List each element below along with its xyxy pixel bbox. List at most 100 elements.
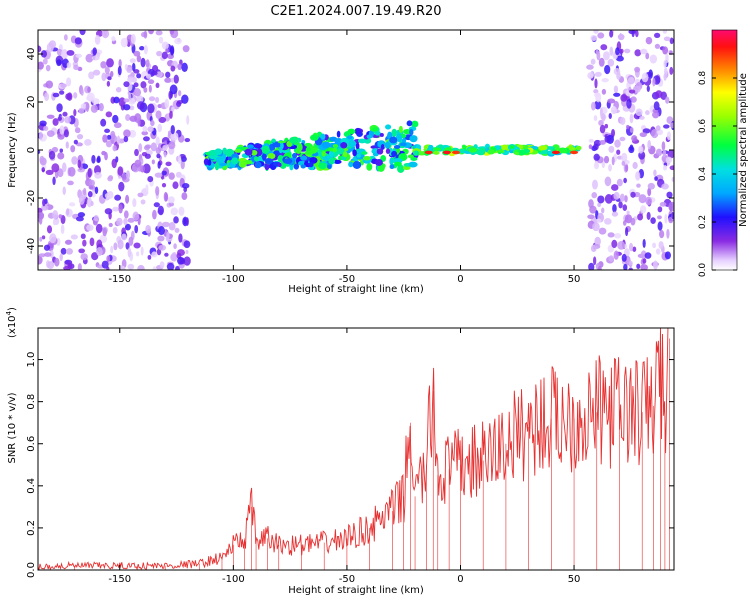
heatmap-cell: [62, 186, 66, 195]
heatmap-cell: [173, 74, 179, 84]
heatmap-cell: [612, 203, 617, 213]
heatmap-cell: [45, 80, 54, 89]
heatmap-cell: [623, 263, 628, 270]
heatmap-cell: [143, 30, 148, 39]
heatmap-cell: [41, 235, 46, 240]
heatmap-cell: [602, 51, 610, 61]
heatmap-cell: [106, 255, 111, 263]
heatmap-cell: [130, 33, 136, 44]
heatmap-cell: [321, 141, 331, 149]
heatmap-cell: [613, 191, 620, 200]
heatmap-cell: [74, 37, 82, 45]
heatmap-cell: [140, 57, 146, 68]
heatmap-cell: [273, 150, 281, 156]
heatmap-cell: [622, 220, 627, 226]
heatmap-cell: [133, 50, 141, 57]
heatmap-cell: [166, 231, 170, 240]
heatmap-cell: [169, 84, 178, 95]
heatmap-cell: [628, 146, 635, 154]
heatmap-cell: [124, 223, 131, 231]
heatmap-cell: [665, 96, 670, 104]
heatmap-cell: [487, 149, 495, 155]
heatmap-cell: [104, 66, 110, 75]
heatmap-cell: [167, 196, 175, 204]
heatmap-cell: [87, 168, 92, 178]
heatmap-cell: [663, 73, 667, 81]
heatmap-cell: [631, 135, 638, 142]
heatmap-cell: [617, 241, 626, 250]
heatmap-cell: [38, 215, 43, 225]
heatmap-cell: [428, 144, 434, 150]
heatmap-cell: [261, 153, 267, 161]
heatmap-cell: [586, 64, 594, 70]
heatmap-cell: [155, 186, 160, 196]
heatmap-cell: [514, 151, 520, 155]
snr-x-tick-label: 50: [568, 574, 581, 585]
heatmap-cell: [393, 158, 403, 164]
heatmap-cell: [592, 143, 599, 151]
heatmap-cell: [626, 210, 630, 215]
heatmap-cell: [222, 147, 228, 155]
heatmap-cell: [609, 46, 614, 56]
heatmap-cell: [650, 217, 656, 224]
heatmap-cell: [70, 145, 76, 153]
heatmap-cell: [600, 44, 608, 51]
heatmap-cell: [123, 104, 131, 111]
heatmap-cell: [168, 172, 175, 180]
heatmap-cell: [49, 250, 54, 259]
heatmap-cell: [49, 233, 57, 244]
heatmap-cell: [318, 162, 328, 170]
heatmap-cell: [399, 142, 407, 147]
heatmap-cell: [630, 191, 636, 198]
heatmap-cell: [39, 155, 45, 164]
heatmap-cell: [591, 192, 598, 199]
heatmap-cell: [54, 257, 60, 267]
heatmap-cell: [51, 146, 59, 153]
heatmap-cell: [662, 149, 667, 157]
heatmap-cell: [46, 225, 53, 234]
heatmap-cell: [98, 103, 104, 112]
heatmap-region-ionization-band: [203, 120, 419, 173]
heatmap-cell: [637, 213, 644, 221]
heatmap-x-tick-label: -100: [222, 274, 245, 285]
heatmap-cell: [104, 208, 113, 215]
heatmap-cell: [43, 252, 52, 257]
heatmap-cell: [594, 78, 598, 89]
heatmap-cell: [145, 184, 149, 193]
heatmap-cell: [665, 53, 669, 64]
heatmap-cell: [238, 160, 247, 168]
heatmap-cell: [178, 206, 185, 216]
heatmap-cell: [283, 158, 293, 165]
heatmap-cell: [148, 84, 152, 93]
heatmap-cell: [357, 138, 367, 144]
heatmap-cell: [60, 83, 67, 88]
heatmap-cell: [157, 226, 165, 236]
heatmap-cell: [634, 66, 641, 73]
heatmap-cell: [645, 196, 652, 206]
heatmap-cell: [256, 148, 263, 156]
heatmap-cell: [86, 197, 93, 208]
heatmap-cell: [42, 198, 46, 207]
heatmap-cell: [59, 148, 64, 153]
heatmap-cell: [106, 80, 111, 87]
heatmap-cell: [52, 210, 59, 220]
heatmap-cell: [156, 248, 162, 256]
heatmap-cell: [594, 71, 602, 77]
heatmap-cell: [177, 90, 182, 97]
heatmap-cell: [616, 149, 621, 155]
heatmap-cell: [336, 130, 341, 138]
heatmap-cell: [587, 72, 594, 79]
heatmap-cell: [653, 169, 657, 177]
heatmap-cell: [328, 151, 335, 158]
snr-series-line: [38, 328, 669, 570]
heatmap-cell: [625, 163, 629, 172]
heatmap-region-noise-right: [586, 30, 674, 270]
heatmap-cell: [123, 135, 129, 143]
heatmap-cell: [640, 48, 648, 55]
heatmap-cell: [611, 239, 618, 249]
heatmap-cell: [627, 76, 635, 85]
heatmap-cell: [164, 77, 172, 83]
heatmap-cell: [604, 123, 609, 129]
colorbar-ticks: 0.0 0.2 0.4 0.6 0.8: [698, 71, 737, 277]
heatmap-cell: [640, 264, 649, 270]
